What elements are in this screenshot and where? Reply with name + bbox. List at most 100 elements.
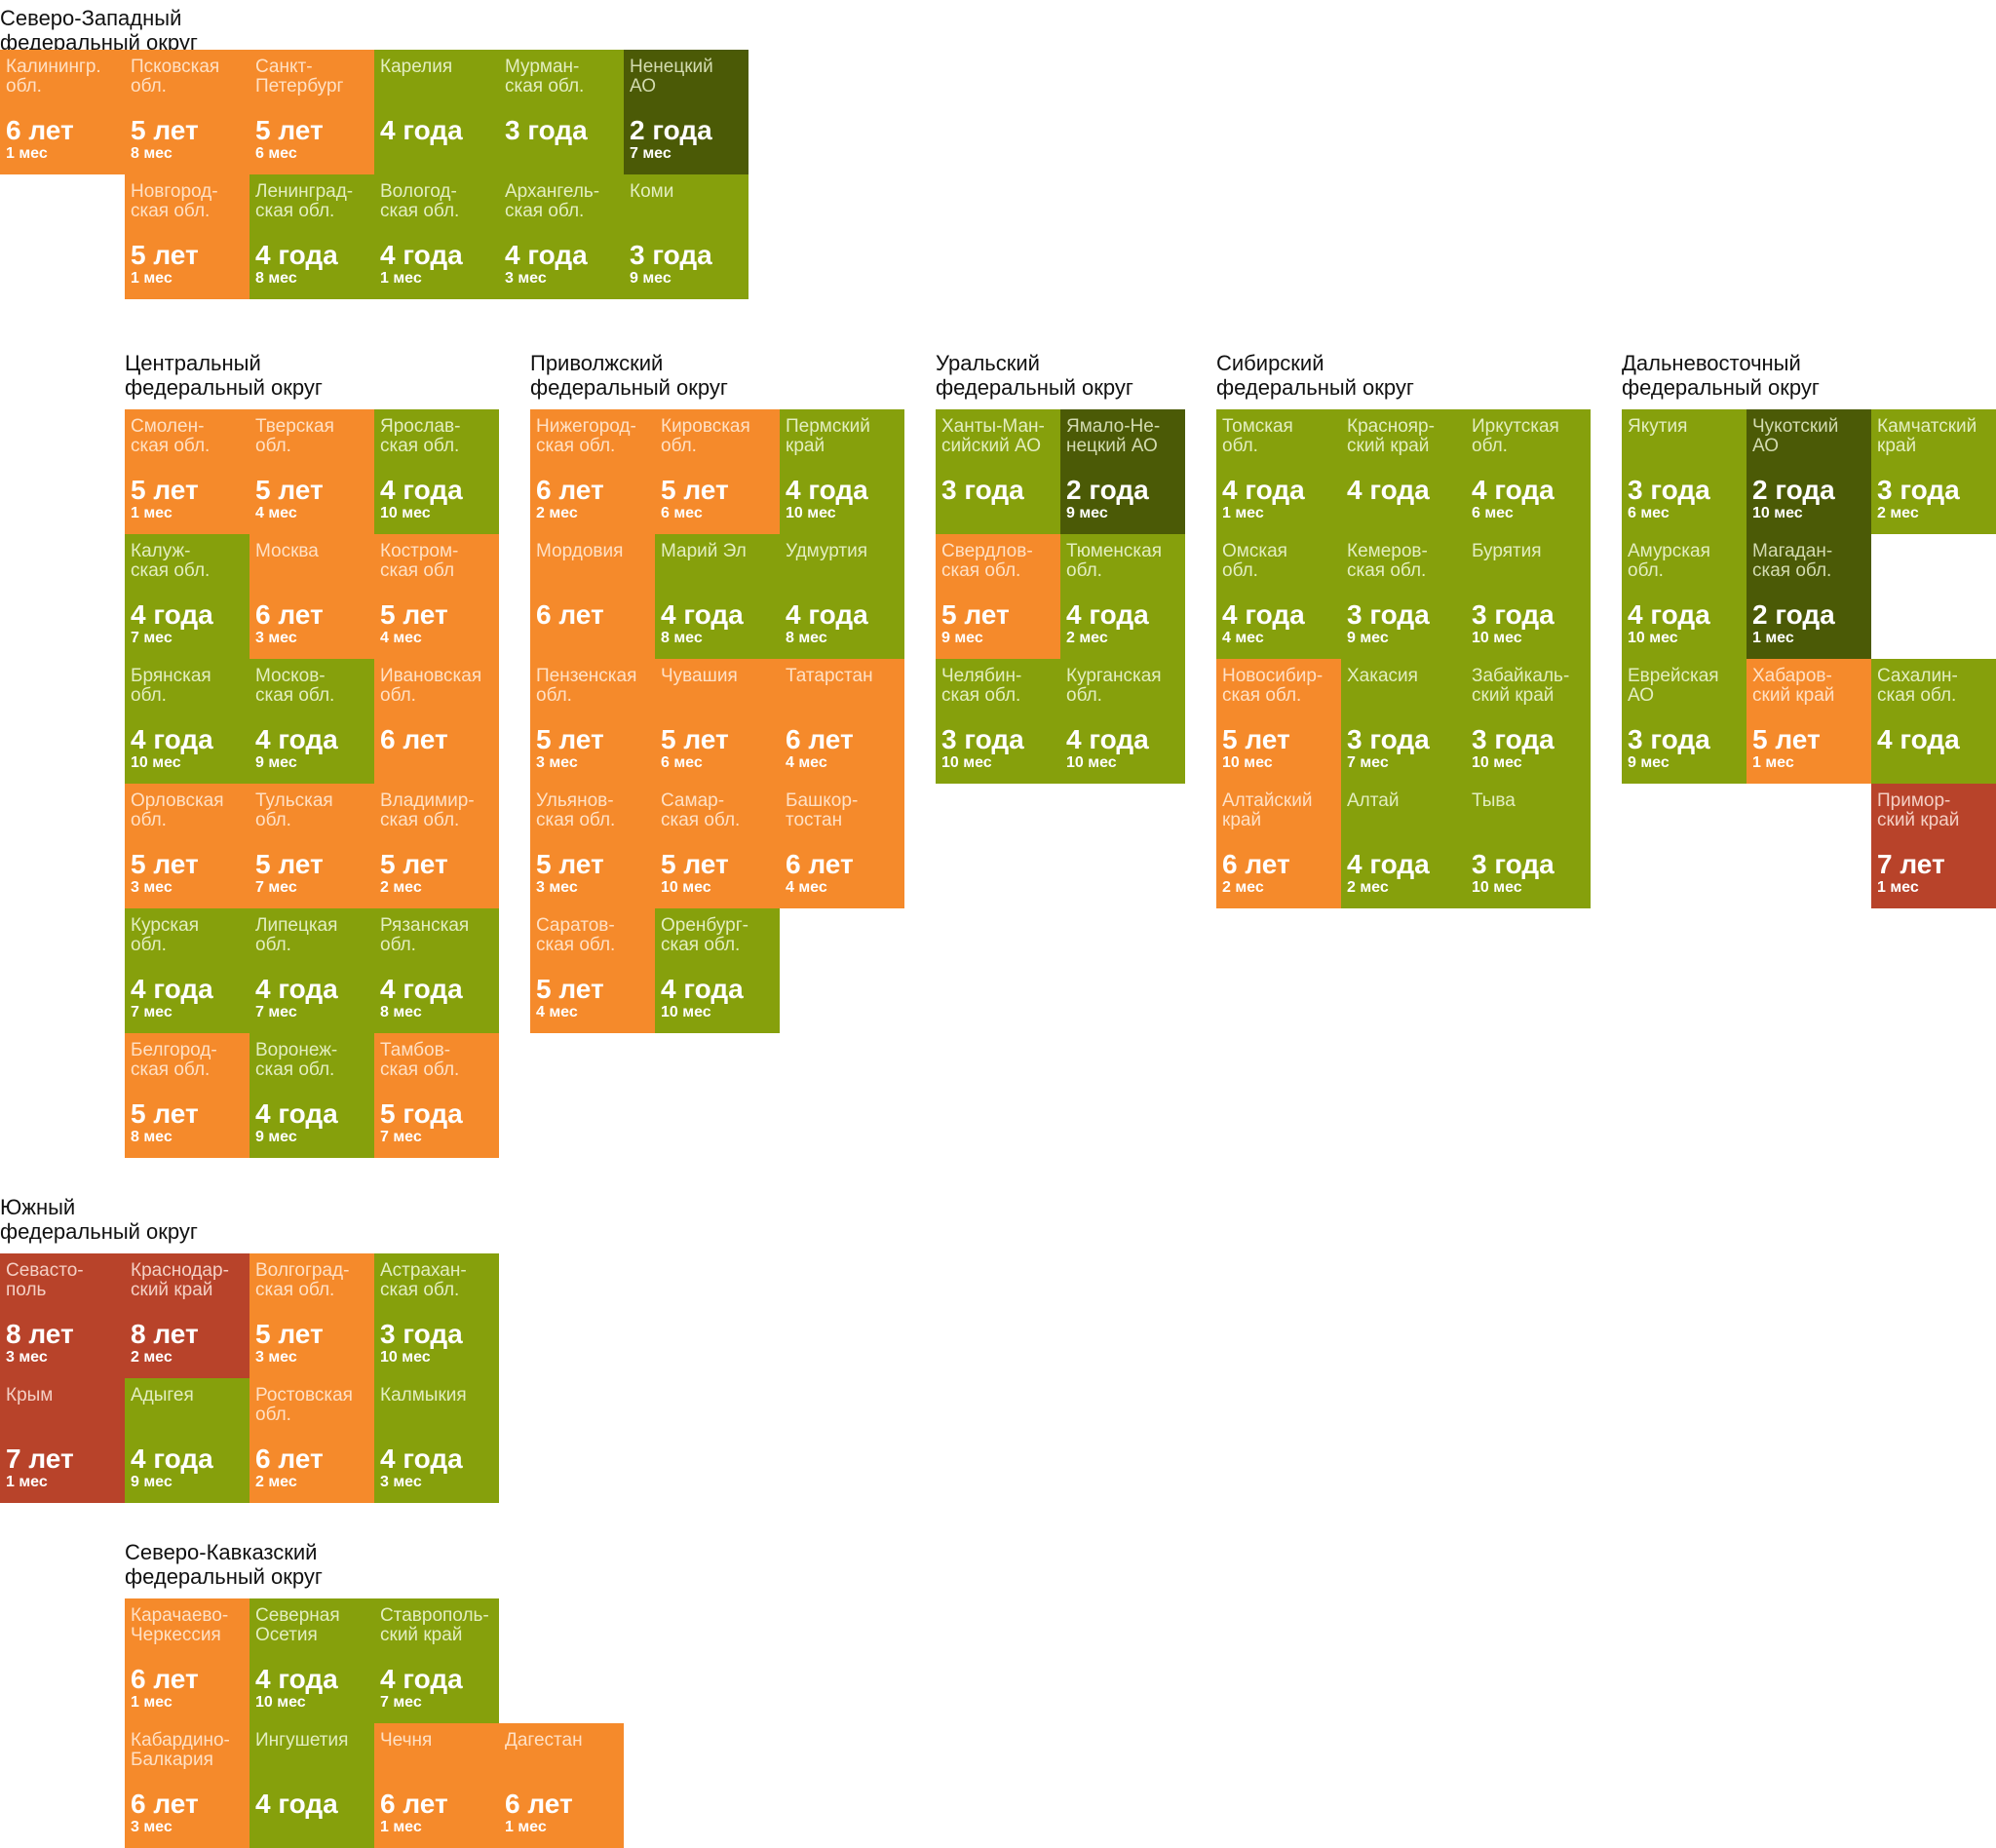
region-years: 2 года [1066, 475, 1149, 505]
region-years: 4 года [786, 475, 868, 505]
region-tile: Рязанская обл. 4 года 8 мес [374, 908, 499, 1033]
region-years: 5 лет [536, 849, 604, 879]
region-years: 6 лет [131, 1664, 199, 1694]
region-years: 8 лет [131, 1319, 199, 1349]
region-tile: Марий Эл 4 года 8 мес [655, 534, 780, 659]
region-name: Ставрополь- ский край [380, 1605, 489, 1645]
region-months: 6 мес [1472, 505, 1514, 521]
region-months: 8 мес [380, 1004, 422, 1020]
region-name: Калмыкия [380, 1385, 467, 1405]
region-tile: Краснояр- ский край 4 года [1341, 409, 1466, 534]
region-years: 6 лет [786, 724, 854, 754]
region-years: 4 года [255, 1789, 338, 1819]
region-tile: Северная Осетия 4 года 10 мес [250, 1598, 374, 1723]
region-months: 10 мес [1222, 754, 1273, 771]
region-years: 4 года [380, 240, 463, 270]
region-years: 3 года [1347, 599, 1430, 630]
region-tile: Тамбов- ская обл. 5 года 7 мес [374, 1033, 499, 1158]
region-years: 6 лет [131, 1789, 199, 1819]
region-tile: Липецкая обл. 4 года 7 мес [250, 908, 374, 1033]
region-tile: Ямало-Не- нецкий АО 2 года 9 мес [1060, 409, 1185, 534]
region-tile: Коми 3 года 9 мес [624, 174, 748, 299]
region-years: 2 года [1752, 475, 1835, 505]
region-months: 4 мес [380, 630, 422, 646]
region-tile: Карелия 4 года [374, 50, 499, 174]
region-name: Татарстан [786, 666, 873, 686]
district-title: Сибирский федеральный округ [1216, 351, 1414, 400]
region-name: Забайкаль- ский край [1472, 666, 1570, 706]
region-months: 2 мес [1066, 630, 1108, 646]
region-tile: Камчатский край 3 года 2 мес [1871, 409, 1996, 534]
region-months: 10 мес [131, 754, 181, 771]
region-years: 2 года [1752, 599, 1835, 630]
region-years: 4 года [131, 724, 213, 754]
region-months: 2 мес [380, 879, 422, 896]
region-years: 5 лет [661, 475, 729, 505]
region-name: Адыгея [131, 1385, 194, 1405]
region-years: 4 года [255, 240, 338, 270]
region-name: Тульская обл. [255, 790, 333, 830]
region-years: 3 года [1877, 475, 1960, 505]
region-tile: Новгород- ская обл. 5 лет 1 мес [125, 174, 250, 299]
region-years: 4 года [380, 974, 463, 1004]
region-name: Карачаево- Черкессия [131, 1605, 229, 1645]
region-name: Новгород- ская обл. [131, 181, 218, 221]
region-years: 5 лет [661, 849, 729, 879]
region-name: Сахалин- ская обл. [1877, 666, 1958, 706]
region-months: 4 мес [255, 505, 297, 521]
region-tile: Ханты-Ман- сийский АО 3 года [936, 409, 1060, 534]
region-months: 4 мес [786, 754, 827, 771]
district-title: Приволжский федеральный округ [530, 351, 728, 400]
region-name: Калинингр. обл. [6, 57, 101, 96]
region-tile: Вологод- ская обл. 4 года 1 мес [374, 174, 499, 299]
region-tile: Забайкаль- ский край 3 года 10 мес [1466, 659, 1591, 784]
region-name: Новосибир- ская обл. [1222, 666, 1324, 706]
region-months: 7 мес [1347, 754, 1389, 771]
region-name: Коми [630, 181, 674, 202]
region-years: 6 лет [1222, 849, 1290, 879]
region-name: Магадан- ская обл. [1752, 541, 1833, 581]
region-months: 10 мес [1472, 879, 1522, 896]
region-tile: Омская обл. 4 года 4 мес [1216, 534, 1341, 659]
region-months: 3 мес [380, 1474, 422, 1490]
region-tile: Орловская обл. 5 лет 3 мес [125, 784, 250, 908]
region-years: 4 года [255, 1664, 338, 1694]
region-name: Воронеж- ская обл. [255, 1040, 338, 1080]
district-title: Северо-Кавказский федеральный округ [125, 1540, 323, 1589]
region-years: 4 года [255, 1098, 338, 1129]
region-name: Краснодар- ский край [131, 1260, 229, 1300]
region-months: 8 мес [131, 1129, 173, 1145]
region-years: 5 лет [255, 1319, 324, 1349]
district-title: Северо-Западный федеральный округ [0, 6, 198, 55]
region-tile: Мордовия 6 лет [530, 534, 655, 659]
region-name: Саратов- ская обл. [536, 915, 616, 955]
region-name: Еврейская АО [1628, 666, 1719, 706]
region-months: 10 мес [1472, 754, 1522, 771]
region-years: 5 лет [536, 974, 604, 1004]
region-years: 4 года [1066, 724, 1149, 754]
region-years: 6 лет [380, 724, 448, 754]
region-name: Пермский край [786, 416, 870, 456]
region-tile: Кабардино- Балкария 6 лет 3 мес [125, 1723, 250, 1848]
region-name: Удмуртия [786, 541, 867, 561]
region-tile: Воронеж- ская обл. 4 года 9 мес [250, 1033, 374, 1158]
region-years: 4 года [1066, 599, 1149, 630]
region-name: Ленинград- ская обл. [255, 181, 354, 221]
region-years: 7 лет [1877, 849, 1945, 879]
region-months: 3 мес [505, 270, 547, 287]
region-tile: Кировская обл. 5 лет 6 мес [655, 409, 780, 534]
region-name: Костром- ская обл [380, 541, 459, 581]
region-years: 4 года [1222, 475, 1305, 505]
region-years: 4 года [255, 974, 338, 1004]
region-months: 1 мес [6, 145, 48, 162]
region-years: 5 лет [131, 240, 199, 270]
region-months: 8 мес [255, 270, 297, 287]
region-months: 7 мес [255, 1004, 297, 1020]
region-years: 5 лет [380, 849, 448, 879]
region-years: 5 лет [380, 599, 448, 630]
region-years: 4 года [505, 240, 588, 270]
region-months: 3 мес [536, 879, 578, 896]
region-months: 10 мес [661, 879, 711, 896]
region-name: Чувашия [661, 666, 738, 686]
region-tile: Москва 6 лет 3 мес [250, 534, 374, 659]
